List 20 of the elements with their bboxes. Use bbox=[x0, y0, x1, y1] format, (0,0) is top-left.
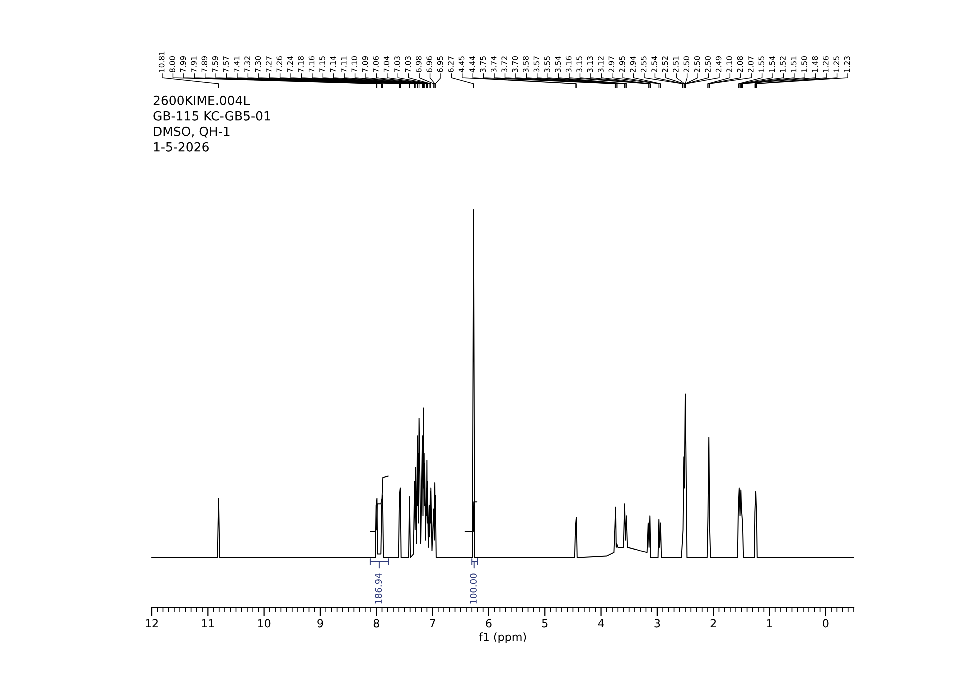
annotation: 186.94 bbox=[375, 574, 382, 604]
x-tick-label: 9 bbox=[318, 619, 324, 628]
text: GB-115 KC-GB5-01 bbox=[154, 111, 270, 121]
x-tick-label: 3 bbox=[654, 619, 660, 628]
x-tick-label: 11 bbox=[202, 619, 214, 628]
x-tick-label: 2 bbox=[710, 619, 716, 628]
x-tick-label: 12 bbox=[146, 619, 158, 628]
x-axis-title: f1 (ppm) bbox=[479, 632, 526, 644]
x-tick-label: 5 bbox=[542, 619, 548, 628]
annotation: 100.00 bbox=[470, 574, 477, 604]
x-tick-label: 10 bbox=[258, 619, 271, 628]
text: 1-5-2026 bbox=[154, 142, 209, 152]
x-tick-label: 8 bbox=[374, 619, 380, 628]
x-tick-label: 7 bbox=[430, 619, 436, 628]
x-tick-label: 4 bbox=[598, 619, 604, 628]
x-tick-label: 1 bbox=[767, 619, 772, 628]
x-tick-label: 0 bbox=[823, 619, 829, 628]
x-tick-label: 6 bbox=[486, 619, 492, 628]
chart-title: 2600KIME.004L bbox=[154, 96, 250, 106]
text: DMSO, QH-1 bbox=[154, 126, 230, 138]
